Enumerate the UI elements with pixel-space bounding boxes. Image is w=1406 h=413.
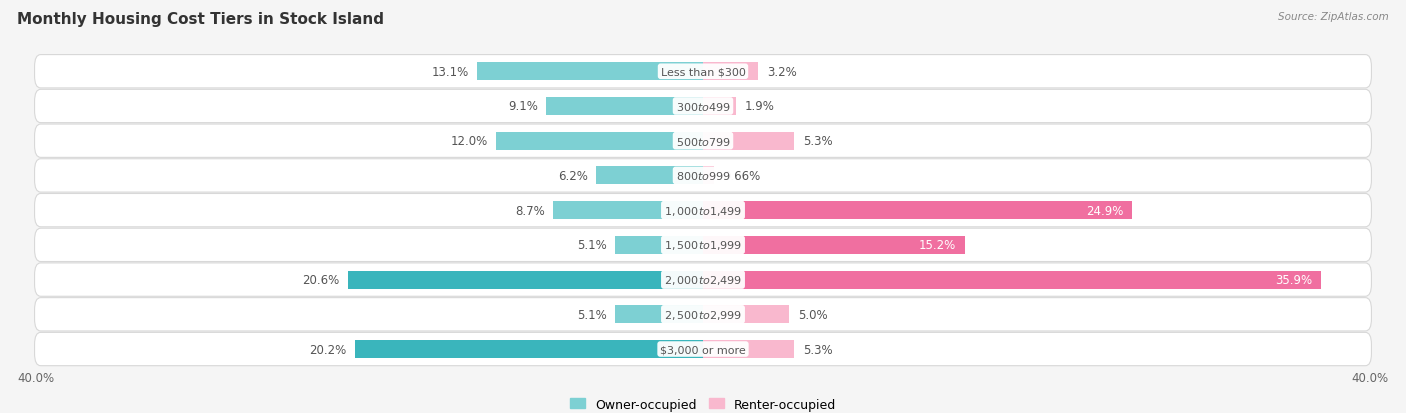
Text: $1,000 to $1,499: $1,000 to $1,499: [664, 204, 742, 217]
FancyBboxPatch shape: [35, 90, 1371, 123]
Text: $300 to $499: $300 to $499: [675, 101, 731, 113]
Text: Monthly Housing Cost Tiers in Stock Island: Monthly Housing Cost Tiers in Stock Isla…: [17, 12, 384, 27]
FancyBboxPatch shape: [35, 298, 1371, 331]
Bar: [703, 167, 714, 185]
Bar: [553, 202, 703, 220]
Bar: [703, 132, 794, 150]
Text: 5.3%: 5.3%: [803, 135, 832, 148]
Text: 8.7%: 8.7%: [515, 204, 544, 217]
Text: $3,000 or more: $3,000 or more: [661, 344, 745, 354]
Text: $2,500 to $2,999: $2,500 to $2,999: [664, 308, 742, 321]
Text: 35.9%: 35.9%: [1275, 273, 1313, 286]
Text: Less than $300: Less than $300: [661, 67, 745, 77]
Bar: [703, 306, 789, 323]
Text: 5.3%: 5.3%: [803, 343, 832, 356]
Bar: [356, 340, 703, 358]
Text: Source: ZipAtlas.com: Source: ZipAtlas.com: [1278, 12, 1389, 22]
Text: 5.0%: 5.0%: [797, 308, 827, 321]
Bar: [596, 167, 703, 185]
Text: 12.0%: 12.0%: [450, 135, 488, 148]
Bar: [703, 98, 735, 116]
Bar: [478, 63, 703, 81]
FancyBboxPatch shape: [35, 263, 1371, 297]
FancyBboxPatch shape: [35, 55, 1371, 89]
Text: $800 to $999: $800 to $999: [675, 170, 731, 182]
Text: 0.66%: 0.66%: [723, 169, 761, 183]
Bar: [703, 340, 794, 358]
Text: $500 to $799: $500 to $799: [675, 135, 731, 147]
FancyBboxPatch shape: [35, 159, 1371, 192]
Text: 40.0%: 40.0%: [1351, 370, 1389, 384]
Text: 24.9%: 24.9%: [1085, 204, 1123, 217]
FancyBboxPatch shape: [35, 125, 1371, 158]
Text: 20.2%: 20.2%: [309, 343, 346, 356]
Text: $1,500 to $1,999: $1,500 to $1,999: [664, 239, 742, 252]
Bar: [547, 98, 703, 116]
Text: 9.1%: 9.1%: [508, 100, 537, 113]
Text: 3.2%: 3.2%: [766, 66, 796, 78]
Text: 40.0%: 40.0%: [17, 370, 55, 384]
Bar: [349, 271, 703, 289]
FancyBboxPatch shape: [35, 332, 1371, 366]
Legend: Owner-occupied, Renter-occupied: Owner-occupied, Renter-occupied: [569, 398, 837, 411]
Text: 1.9%: 1.9%: [744, 100, 775, 113]
Bar: [703, 271, 1322, 289]
Text: 15.2%: 15.2%: [920, 239, 956, 252]
Text: 13.1%: 13.1%: [432, 66, 468, 78]
Text: 20.6%: 20.6%: [302, 273, 340, 286]
Text: 6.2%: 6.2%: [558, 169, 588, 183]
FancyBboxPatch shape: [35, 194, 1371, 227]
Text: $2,000 to $2,499: $2,000 to $2,499: [664, 273, 742, 286]
Bar: [703, 63, 758, 81]
Bar: [496, 132, 703, 150]
Bar: [703, 202, 1132, 220]
Bar: [703, 236, 965, 254]
Text: 5.1%: 5.1%: [576, 239, 606, 252]
Text: 5.1%: 5.1%: [576, 308, 606, 321]
Bar: [616, 236, 703, 254]
Bar: [616, 306, 703, 323]
FancyBboxPatch shape: [35, 229, 1371, 262]
